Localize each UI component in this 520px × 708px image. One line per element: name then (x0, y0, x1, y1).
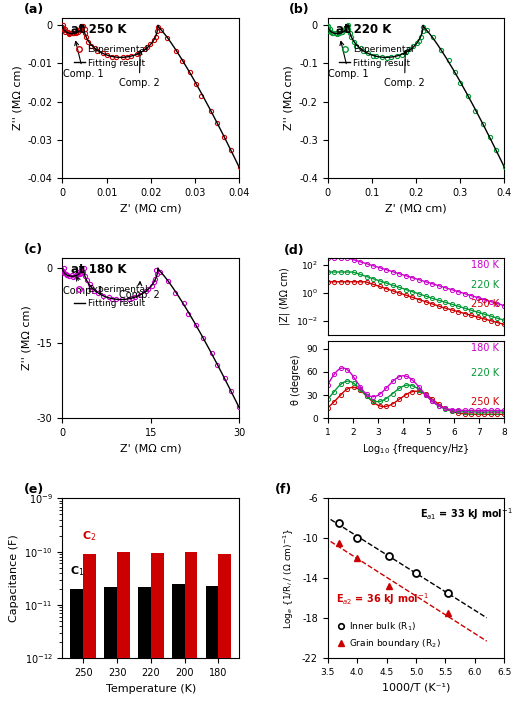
X-axis label: Log$_{10}$ {frequency/Hz}: Log$_{10}$ {frequency/Hz} (362, 442, 470, 457)
Text: Comp. 1: Comp. 1 (329, 42, 369, 79)
Text: Comp. 2: Comp. 2 (384, 51, 425, 88)
Y-axis label: Capacitance (F): Capacitance (F) (9, 535, 19, 622)
Bar (138, 587, 151, 708)
Text: at 220 K: at 220 K (336, 23, 392, 35)
Text: at 180 K: at 180 K (71, 263, 127, 276)
Bar (70, 589, 83, 708)
Text: (c): (c) (23, 243, 43, 256)
Bar (172, 584, 185, 708)
Text: 180 K: 180 K (471, 261, 499, 270)
X-axis label: Z' (MΩ cm): Z' (MΩ cm) (120, 443, 181, 453)
X-axis label: Z' (MΩ cm): Z' (MΩ cm) (385, 203, 447, 213)
Legend: Experimental, Fitting result: Experimental, Fitting result (70, 282, 152, 312)
Bar (185, 552, 198, 708)
X-axis label: Z' (MΩ cm): Z' (MΩ cm) (120, 203, 181, 213)
Bar (151, 553, 164, 708)
Text: 250 K: 250 K (471, 299, 499, 309)
Text: Comp. 2: Comp. 2 (119, 282, 160, 300)
Text: E$_{a2}$ = 36 kJ mol$^{-1}$: E$_{a2}$ = 36 kJ mol$^{-1}$ (336, 591, 429, 607)
Y-axis label: θ (degree): θ (degree) (291, 354, 301, 405)
Text: E$_{a1}$ = 33 kJ mol$^{-1}$: E$_{a1}$ = 33 kJ mol$^{-1}$ (420, 506, 512, 522)
Text: at 250 K: at 250 K (71, 23, 127, 35)
Y-axis label: Z'' (MΩ cm): Z'' (MΩ cm) (12, 65, 22, 130)
Bar (104, 587, 117, 708)
Text: (f): (f) (275, 484, 292, 496)
Text: (d): (d) (283, 244, 304, 257)
Y-axis label: |Z| (MΩ cm): |Z| (MΩ cm) (280, 268, 290, 326)
Text: 220 K: 220 K (471, 368, 499, 378)
Bar (117, 552, 130, 708)
Text: 220 K: 220 K (471, 280, 499, 290)
Y-axis label: Z'' (MΩ cm): Z'' (MΩ cm) (283, 65, 293, 130)
Bar (83, 554, 96, 708)
Text: (b): (b) (289, 3, 309, 16)
Text: 250 K: 250 K (471, 396, 499, 406)
Text: (a): (a) (23, 3, 44, 16)
Bar (205, 586, 218, 708)
X-axis label: Temperature (K): Temperature (K) (106, 684, 196, 694)
Bar (218, 554, 231, 708)
Y-axis label: Log$_e$ {1/R$_i$ / (Ω cm)$^{-1}$}: Log$_e$ {1/R$_i$ / (Ω cm)$^{-1}$} (282, 527, 296, 629)
Text: Comp. 1: Comp. 1 (63, 277, 104, 295)
Text: (e): (e) (23, 484, 44, 496)
Text: C$_2$: C$_2$ (83, 530, 97, 543)
Text: Comp. 2: Comp. 2 (119, 51, 160, 88)
Legend: Experimental, Fitting result: Experimental, Fitting result (335, 42, 417, 72)
Legend: Experimental, Fitting result: Experimental, Fitting result (70, 42, 152, 72)
Text: Comp. 1: Comp. 1 (63, 42, 104, 79)
Legend: Inner bulk (R$_1$), Grain boundary (R$_2$): Inner bulk (R$_1$), Grain boundary (R$_2… (332, 617, 445, 654)
Text: 180 K: 180 K (471, 343, 499, 353)
X-axis label: 1000/T (K⁻¹): 1000/T (K⁻¹) (382, 683, 450, 692)
Text: C$_1$: C$_1$ (70, 564, 84, 578)
Y-axis label: Z'' (MΩ cm): Z'' (MΩ cm) (21, 306, 31, 370)
